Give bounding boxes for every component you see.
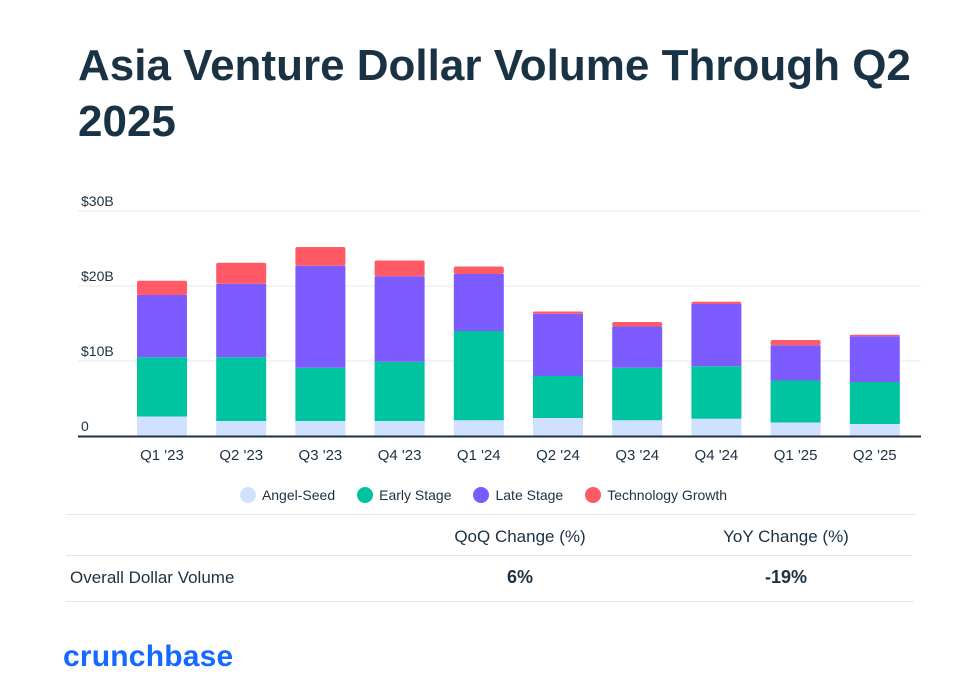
y-tick-label: $10B	[81, 343, 114, 359]
legend-swatch-technology-growth	[585, 487, 602, 503]
bar-segment-angel-seed	[137, 416, 187, 436]
bar-segment-early-stage	[453, 331, 504, 421]
x-tick-label: Q4 '24	[695, 447, 739, 464]
table-header-qoq: QoQ Change (%)	[454, 527, 586, 546]
bar-segment-early-stage	[374, 361, 425, 421]
legend-label-early-stage: Early Stage	[379, 487, 452, 503]
legend-item-early-stage: Early Stage	[357, 487, 451, 503]
table-value-qoq: 6%	[506, 567, 533, 587]
table-row-label: Overall Dollar Volume	[70, 568, 235, 587]
table-bottom-rule	[66, 601, 914, 602]
bar-segment-angel-seed	[770, 422, 821, 436]
chart-legend: Angel-Seed Early Stage Late Stage Techno…	[0, 487, 967, 503]
bar-segment-technology-growth	[849, 334, 900, 337]
x-tick-label: Q2 '23	[219, 447, 263, 464]
bar-segment-late-stage	[533, 313, 583, 376]
x-tick-label: Q2 '24	[536, 447, 580, 464]
bar-segment-technology-growth	[453, 266, 504, 274]
legend-label-angel-seed: Angel-Seed	[261, 487, 336, 503]
legend-item-late-stage: Late Stage	[473, 487, 563, 503]
bar-segment-technology-growth	[533, 311, 583, 314]
bar-segment-late-stage	[453, 274, 504, 331]
x-tick-label: Q4 '23	[378, 447, 422, 464]
x-tick-label: Q2 '25	[853, 447, 897, 464]
bar-segment-technology-growth	[374, 260, 425, 277]
bar-segment-angel-seed	[612, 420, 663, 436]
y-tick-label: $30B	[81, 193, 114, 209]
bar-segment-angel-seed	[533, 418, 583, 436]
x-tick-label: Q1 '24	[457, 447, 501, 464]
bar-segment-technology-growth	[295, 247, 346, 266]
bar-segment-early-stage	[137, 357, 187, 417]
legend-item-technology-growth: Technology Growth	[585, 487, 727, 503]
bar-segment-technology-growth	[216, 262, 267, 284]
x-tick-label: Q3 '24	[615, 447, 659, 464]
x-tick-label: Q1 '25	[774, 447, 818, 464]
bar-segment-angel-seed	[691, 418, 742, 436]
bar-segment-technology-growth	[770, 340, 821, 346]
legend-swatch-angel-seed	[239, 487, 256, 503]
bar-segment-late-stage	[295, 265, 346, 368]
bar-segment-late-stage	[374, 276, 425, 362]
table-value-yoy: -19%	[764, 567, 808, 587]
y-tick-label: $20B	[81, 268, 114, 284]
legend-swatch-early-stage	[357, 487, 374, 503]
stacked-bar-chart: 0 $10B $20B $30B Q1 '23 Q2 '23 Q3 '23 Q4 '23 Q1 …	[78, 193, 921, 464]
x-tick-label: Q1 '23	[140, 447, 184, 464]
chart-title: Asia Venture Dollar Volume Through Q2 20…	[78, 41, 911, 146]
bar-segment-angel-seed	[295, 421, 346, 436]
bar-segment-technology-growth	[691, 301, 742, 304]
bar-segment-early-stage	[533, 376, 583, 418]
bar-segment-late-stage	[691, 304, 742, 367]
bar-segment-early-stage	[612, 367, 663, 421]
bar-segment-angel-seed	[453, 420, 504, 436]
bar-segment-late-stage	[770, 345, 821, 381]
table-top-rule	[66, 514, 916, 515]
bar-segment-late-stage	[137, 295, 187, 358]
bar-segment-early-stage	[691, 366, 742, 419]
bar-segment-late-stage	[612, 326, 663, 368]
legend-label-late-stage: Late Stage	[495, 487, 564, 503]
legend-label-technology-growth: Technology Growth	[607, 487, 728, 503]
legend-item-angel-seed: Angel-Seed	[239, 487, 336, 503]
table-header-yoy: YoY Change (%)	[723, 527, 849, 546]
bar-segment-early-stage	[216, 357, 267, 421]
bar-segment-angel-seed	[216, 421, 267, 436]
bar-segment-late-stage	[216, 283, 267, 358]
bar-segment-angel-seed	[374, 421, 425, 436]
bar-segment-early-stage	[295, 367, 346, 421]
bar-segment-technology-growth	[137, 280, 187, 295]
crunchbase-logo: crunchbase	[63, 640, 234, 673]
bar-segment-angel-seed	[849, 424, 900, 436]
bar-segment-late-stage	[849, 336, 900, 382]
bar-segment-early-stage	[770, 380, 821, 423]
y-tick-label: 0	[81, 418, 89, 434]
x-tick-label: Q3 '23	[299, 447, 343, 464]
bar-segment-technology-growth	[612, 322, 663, 327]
table-header-rule	[66, 555, 912, 556]
bar-segment-early-stage	[849, 382, 900, 424]
legend-swatch-late-stage	[473, 487, 490, 503]
